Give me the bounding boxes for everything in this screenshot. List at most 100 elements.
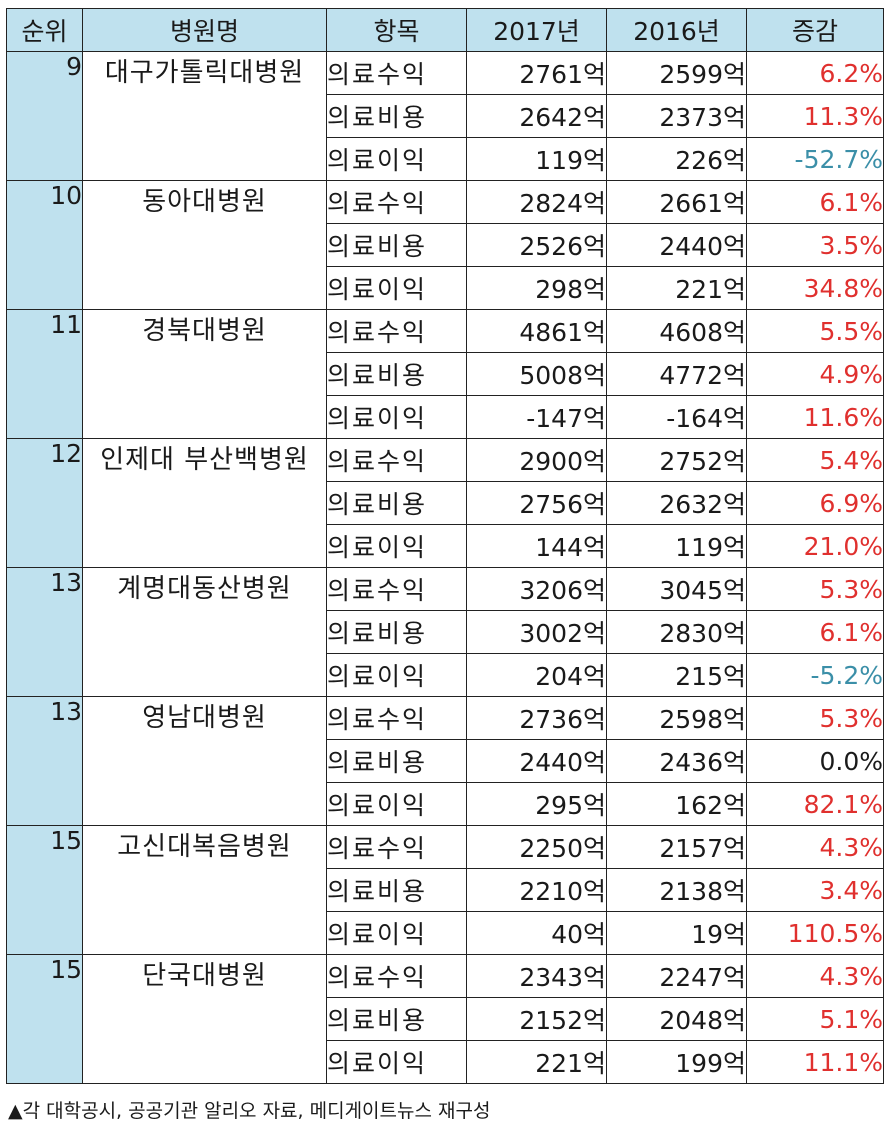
header-hospital: 병원명 (82, 8, 327, 52)
metric-cell: 의료수익 (326, 696, 467, 740)
change-cell: 4.3% (746, 825, 884, 869)
value-2017-cell: 2440억 (466, 739, 607, 783)
value-2016-cell: 226억 (606, 137, 747, 181)
rank-cell: 13 (6, 567, 83, 697)
value-2016-cell: 2632억 (606, 481, 747, 525)
value-2016-cell: 2157억 (606, 825, 747, 869)
hospital-name-cell: 계명대동산병원 (82, 567, 327, 697)
value-2017-cell: 2250억 (466, 825, 607, 869)
value-2017-cell: 2761억 (466, 51, 607, 95)
metric-cell: 의료이익 (326, 911, 467, 955)
value-2016-cell: 2436억 (606, 739, 747, 783)
metric-cell: 의료이익 (326, 266, 467, 310)
change-cell: 5.4% (746, 438, 884, 482)
metric-cell: 의료수익 (326, 309, 467, 353)
change-cell: 6.9% (746, 481, 884, 525)
value-2016-cell: 2440억 (606, 223, 747, 267)
change-cell: 0.0% (746, 739, 884, 783)
source-footnote: ▲각 대학공시, 공공기관 알리오 자료, 메디게이트뉴스 재구성 (8, 1100, 491, 1122)
change-cell: 4.9% (746, 352, 884, 396)
value-2016-cell: 2247억 (606, 954, 747, 998)
change-cell: -52.7% (746, 137, 884, 181)
hospital-name-cell: 인제대 부산백병원 (82, 438, 327, 568)
change-cell: 82.1% (746, 782, 884, 826)
change-cell: -5.2% (746, 653, 884, 697)
value-2016-cell: 2599억 (606, 51, 747, 95)
hospital-name-cell: 경북대병원 (82, 309, 327, 439)
value-2016-cell: 221억 (606, 266, 747, 310)
header-2017: 2017년 (466, 8, 607, 52)
hospital-name-cell: 고신대복음병원 (82, 825, 327, 955)
value-2017-cell: 221억 (466, 1040, 607, 1084)
rank-cell: 9 (6, 51, 83, 181)
change-cell: 3.5% (746, 223, 884, 267)
value-2016-cell: 2373억 (606, 94, 747, 138)
table-row: 15 단국대병원 의료수익 2343억 2247억 4.3% (6, 954, 884, 1084)
metric-cell: 의료비용 (326, 868, 467, 912)
metric-cell: 의료이익 (326, 1040, 467, 1084)
rank-cell: 12 (6, 438, 83, 568)
table-row: 의료비용 3002억 2830억 6.1% (7, 610, 884, 654)
table-row: 15 고신대복음병원 의료수익 2250억 2157억 4.3% (6, 825, 884, 955)
rank-cell: 11 (6, 309, 83, 439)
table-row: 의료비용 2756억 2632억 6.9% (7, 481, 884, 525)
metric-cell: 의료이익 (326, 137, 467, 181)
value-2016-cell: 2138억 (606, 868, 747, 912)
table-row: 11 경북대병원 의료수익 4861억 4608억 5.5% (6, 309, 884, 439)
change-cell: 110.5% (746, 911, 884, 955)
value-2017-cell: 2152억 (466, 997, 607, 1041)
value-2017-cell: 2210억 (466, 868, 607, 912)
value-2016-cell: 2048억 (606, 997, 747, 1041)
change-cell: 6.2% (746, 51, 884, 95)
table-row: 9 대구가톨릭대병원 의료수익 2761억 2599억 6.2% (6, 51, 884, 181)
value-2016-cell: 2830억 (606, 610, 747, 654)
value-2017-cell: 40억 (466, 911, 607, 955)
metric-cell: 의료수익 (326, 567, 467, 611)
metric-cell: 의료비용 (326, 352, 467, 396)
change-cell: 6.1% (746, 180, 884, 224)
value-2017-cell: 2642억 (466, 94, 607, 138)
change-cell: 11.1% (746, 1040, 884, 1084)
rank-cell: 13 (6, 696, 83, 826)
header-metric: 항목 (326, 8, 467, 52)
metric-cell: 의료비용 (326, 481, 467, 525)
value-2016-cell: 199억 (606, 1040, 747, 1084)
value-2017-cell: 2343억 (466, 954, 607, 998)
hospital-name-cell: 동아대병원 (82, 180, 327, 310)
value-2016-cell: 4772억 (606, 352, 747, 396)
value-2017-cell: 3206억 (466, 567, 607, 611)
change-cell: 5.1% (746, 997, 884, 1041)
table-row: 13 영남대병원 의료수익 2736억 2598억 5.3% (6, 696, 884, 826)
table-row: 의료이익 298억 221억 34.8% (7, 266, 884, 310)
metric-cell: 의료수익 (326, 51, 467, 95)
metric-cell: 의료수익 (326, 438, 467, 482)
change-cell: 4.3% (746, 954, 884, 998)
header-row: 순위 병원명 항목 2017년 2016년 증감 (6, 8, 884, 52)
change-cell: 11.6% (746, 395, 884, 439)
rank-cell: 15 (6, 825, 83, 955)
value-2016-cell: 215억 (606, 653, 747, 697)
table-row: 의료비용 2526억 2440억 3.5% (7, 223, 884, 267)
change-cell: 5.3% (746, 696, 884, 740)
value-2016-cell: 19억 (606, 911, 747, 955)
value-2016-cell: 162억 (606, 782, 747, 826)
metric-cell: 의료비용 (326, 223, 467, 267)
hospital-name-cell: 단국대병원 (82, 954, 327, 1084)
change-cell: 21.0% (746, 524, 884, 568)
change-cell: 3.4% (746, 868, 884, 912)
hospital-name-cell: 대구가톨릭대병원 (82, 51, 327, 181)
value-2016-cell: 3045억 (606, 567, 747, 611)
table-row: 의료비용 2440억 2436억 0.0% (7, 739, 884, 783)
change-cell: 11.3% (746, 94, 884, 138)
table-row: 의료이익 -147억 -164억 11.6% (7, 395, 884, 439)
value-2017-cell: 4861억 (466, 309, 607, 353)
metric-cell: 의료비용 (326, 94, 467, 138)
change-cell: 5.5% (746, 309, 884, 353)
value-2017-cell: 2824억 (466, 180, 607, 224)
hospital-name-cell: 영남대병원 (82, 696, 327, 826)
table-row: 의료이익 40억 19억 110.5% (7, 911, 884, 955)
header-change: 증감 (746, 8, 884, 52)
metric-cell: 의료수익 (326, 954, 467, 998)
table-row: 의료이익 221억 199억 11.1% (7, 1040, 884, 1084)
table-row: 10 동아대병원 의료수익 2824억 2661억 6.1% (6, 180, 884, 310)
